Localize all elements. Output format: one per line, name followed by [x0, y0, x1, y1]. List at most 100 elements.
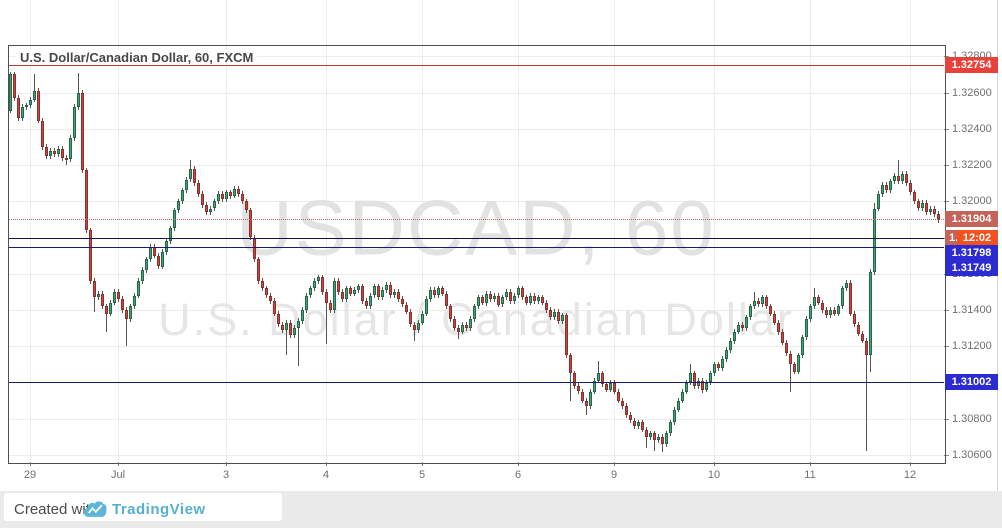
v-gridline: [614, 0, 615, 461]
candle-body: [693, 373, 696, 387]
drawing-line[interactable]: [9, 237, 944, 239]
candle-body: [425, 299, 428, 314]
drawing-line[interactable]: [9, 382, 944, 384]
candle-body: [701, 380, 704, 390]
candle-body: [437, 288, 440, 296]
candle-body: [57, 148, 60, 155]
time-tick-mark: [518, 462, 519, 466]
price-tick-mark: [944, 165, 949, 166]
tradingview-brand-link[interactable]: TradingView: [112, 501, 206, 518]
h-gridline: [9, 92, 944, 94]
candle-body: [189, 168, 192, 180]
candle-body: [317, 277, 320, 281]
candle-body: [797, 355, 800, 372]
candle-body: [729, 340, 732, 350]
candle-body: [913, 192, 916, 202]
candle-body: [705, 382, 708, 390]
candle-body: [201, 194, 204, 205]
time-tick-label: 4: [322, 469, 330, 481]
time-tick-mark: [118, 462, 119, 466]
candle-body: [877, 194, 880, 209]
candle-body: [329, 302, 332, 310]
candle-body: [461, 324, 464, 332]
candle-body: [673, 409, 676, 423]
chart-plot-area[interactable]: [0, 0, 997, 491]
candle-body: [725, 349, 728, 359]
candle-body: [585, 400, 588, 406]
candle-body: [281, 324, 284, 330]
candle-wick: [458, 325, 459, 339]
countdown-timer: 12:02: [957, 229, 997, 246]
time-tick-mark: [714, 462, 715, 466]
candle-body: [557, 311, 560, 321]
v-gridline: [326, 0, 327, 461]
time-tick-mark: [910, 462, 911, 466]
h-gridline: [9, 128, 944, 130]
candle-body: [309, 288, 312, 296]
candle-body: [433, 290, 436, 296]
candle-body: [713, 364, 716, 374]
candle-body: [277, 313, 280, 325]
candle-body: [209, 208, 212, 213]
candle-body: [145, 259, 148, 271]
candle-wick: [126, 307, 127, 347]
candle-body: [473, 306, 476, 320]
candle-body: [753, 300, 756, 307]
candle-body: [917, 201, 920, 209]
time-tick-mark: [226, 462, 227, 466]
price-tick-label: 1.32000: [952, 195, 992, 208]
time-tick-label: 6: [514, 469, 522, 481]
candle-body: [21, 107, 24, 118]
candle-body: [89, 230, 92, 281]
candle-body: [685, 382, 688, 392]
candle-body: [417, 322, 420, 330]
time-tick-label: 10: [707, 469, 721, 481]
candle-body: [813, 297, 816, 307]
h-gridline: [9, 455, 944, 456]
candle-body: [929, 208, 932, 213]
candle-body: [553, 311, 556, 318]
last-price-line[interactable]: [9, 218, 944, 220]
time-tick-label: 9: [610, 469, 618, 481]
candle-body: [517, 288, 520, 296]
candle-body: [841, 288, 844, 307]
time-tick-mark: [810, 462, 811, 466]
candle-body: [741, 324, 744, 329]
candle-body: [265, 288, 268, 296]
candle-body: [593, 380, 596, 392]
candle-body: [113, 291, 116, 303]
candle-body: [541, 297, 544, 303]
candle-body: [733, 331, 736, 341]
candle-body: [737, 324, 740, 332]
candle-body: [901, 174, 904, 182]
attribution-plate: [4, 493, 282, 521]
candle-body: [837, 306, 840, 314]
candle-body: [765, 297, 768, 307]
symbol-watermark-subtitle: U.S. Dollar / Canadian Dollar: [158, 294, 794, 345]
candle-body: [289, 322, 292, 336]
candle-body: [481, 297, 484, 303]
candle-body: [889, 181, 892, 191]
candle-body: [29, 99, 32, 106]
candle-body: [157, 255, 160, 267]
candle-body: [293, 328, 296, 336]
v-gridline: [30, 0, 31, 461]
resistance-line[interactable]: [9, 64, 944, 66]
candle-body: [149, 246, 152, 260]
candle-body: [609, 382, 612, 390]
candle-body: [873, 208, 876, 272]
chart-title[interactable]: U.S. Dollar/Canadian Dollar, 60, FXCM: [16, 50, 258, 65]
candle-body: [773, 313, 776, 323]
candle-body: [881, 184, 884, 194]
candle-body: [749, 306, 752, 318]
candle-body: [657, 436, 660, 441]
candle-body: [665, 433, 668, 445]
candle-body: [257, 259, 260, 281]
tradingview-logo-icon[interactable]: [83, 499, 107, 520]
v-gridline: [118, 0, 119, 461]
candle-body: [525, 297, 528, 303]
drawing-line[interactable]: [9, 246, 944, 248]
candle-body: [273, 300, 276, 314]
candle-wick: [790, 350, 791, 392]
